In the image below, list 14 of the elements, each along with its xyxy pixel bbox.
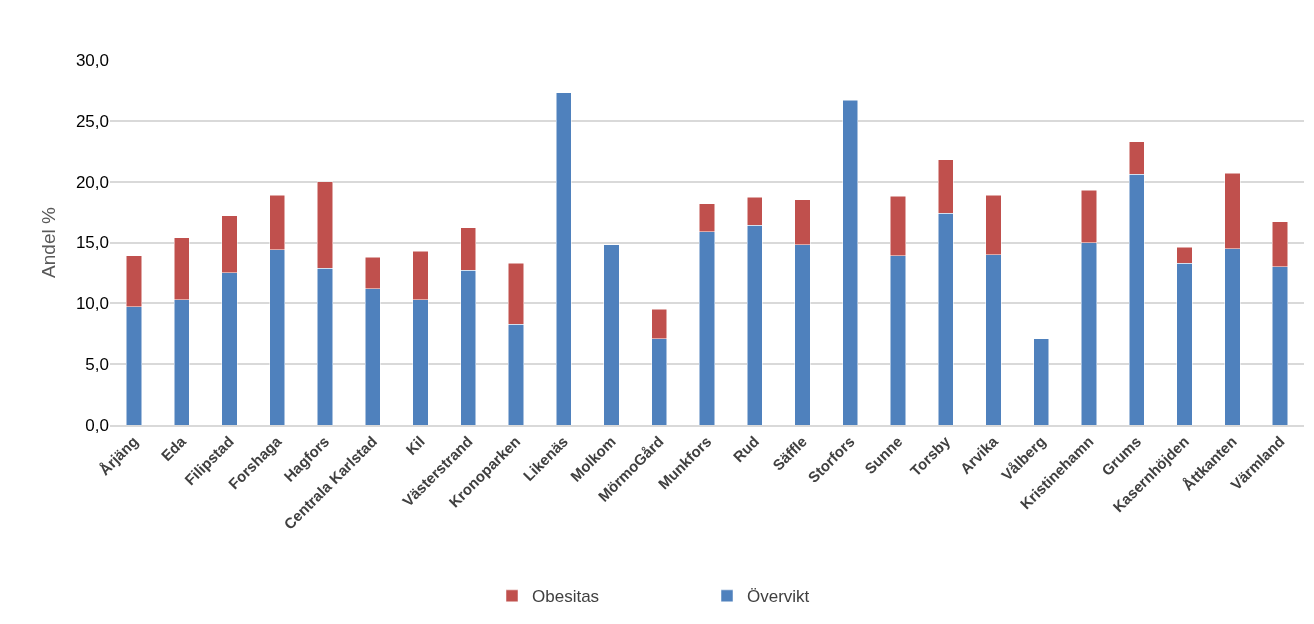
y-tick-label: 15,0 — [75, 233, 109, 253]
bar — [842, 99, 859, 425]
y-tick-label: 20,0 — [75, 172, 109, 192]
y-tick-label: 0,0 — [85, 415, 109, 435]
y-tick-label: 10,0 — [75, 294, 109, 314]
bar — [1033, 338, 1050, 425]
y-tick-label: 5,0 — [85, 355, 109, 375]
legend-label: Obesitas — [532, 587, 600, 607]
y-axis-title: Andel % — [37, 207, 59, 278]
bar — [555, 92, 572, 425]
bar — [603, 244, 620, 425]
legend-label: Övervikt — [747, 587, 810, 607]
y-tick-label: 25,0 — [75, 111, 109, 131]
y-tick-label: 30,0 — [75, 50, 109, 70]
